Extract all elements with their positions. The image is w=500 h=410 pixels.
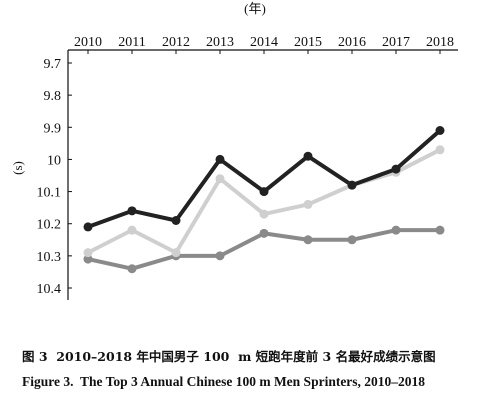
series-1-point-2018 xyxy=(435,225,445,235)
x-tick-label-2018: 2018 xyxy=(426,35,454,50)
series-1 xyxy=(83,225,445,274)
series-3-point-2015 xyxy=(303,151,313,161)
series-3-point-2014 xyxy=(259,187,269,197)
series-2-point-2018 xyxy=(435,145,445,155)
series-1-point-2016 xyxy=(347,235,357,245)
series-3-point-2017 xyxy=(391,164,401,174)
y-tick-label-4: 10.1 xyxy=(37,186,62,201)
y-tick-label-1: 9.8 xyxy=(44,89,62,104)
line-chart: (年) (s) 2010 2011 2012 2013 2014 2015 2016 2017 20… xyxy=(10,1,458,300)
x-tick-label-2010: 2010 xyxy=(74,35,102,50)
series-1-point-2015 xyxy=(303,235,313,245)
y-tick-label-0: 9.7 xyxy=(44,57,62,72)
x-tick-label-2015: 2015 xyxy=(294,35,322,50)
x-tick-label-2013: 2013 xyxy=(206,35,234,50)
x-tick-label-2017: 2017 xyxy=(382,35,410,50)
series-2-point-2010 xyxy=(83,248,93,258)
y-tick-label-3: 10 xyxy=(47,153,61,168)
series-2-point-2014 xyxy=(259,209,269,219)
series-1-point-2014 xyxy=(259,228,269,238)
series-2-point-2012 xyxy=(171,248,181,258)
x-tick-label-2014: 2014 xyxy=(250,35,278,50)
x-tick-label-2011: 2011 xyxy=(118,35,145,50)
series-3-point-2016 xyxy=(347,180,357,190)
x-tick-label-2016: 2016 xyxy=(338,35,366,50)
series-3-point-2012 xyxy=(171,216,181,225)
y-tick-label-7: 10.4 xyxy=(37,282,62,297)
series-2-point-2015 xyxy=(303,199,313,209)
y-tick-label-2: 9.9 xyxy=(44,121,62,136)
series-3-point-2010 xyxy=(83,222,93,232)
series-2-point-2013 xyxy=(215,174,225,184)
series-3 xyxy=(83,126,445,232)
series-1-point-2017 xyxy=(391,225,401,235)
series-3-point-2018 xyxy=(435,126,445,135)
series-3-point-2011 xyxy=(127,206,137,216)
series-1-point-2011 xyxy=(127,264,137,274)
figure-caption-english: Figure 3. The Top 3 Annual Chinese 100 m… xyxy=(22,374,426,389)
figure-caption-chinese: 图 3 2010–2018 年中国男子 100 m 短跑年度前 3 名最好成绩示… xyxy=(22,349,436,364)
y-axis-title: (s) xyxy=(10,161,25,175)
y-tick-label-5: 10.2 xyxy=(37,218,62,233)
y-tick-label-6: 10.3 xyxy=(37,250,62,265)
series-2-point-2011 xyxy=(127,225,137,235)
series-3-point-2013 xyxy=(215,154,225,164)
series-2 xyxy=(83,145,445,258)
x-axis-title: (年) xyxy=(244,1,266,16)
x-tick-label-2012: 2012 xyxy=(162,35,190,50)
series-1-point-2010 xyxy=(83,254,93,264)
series-1-point-2013 xyxy=(215,251,225,261)
